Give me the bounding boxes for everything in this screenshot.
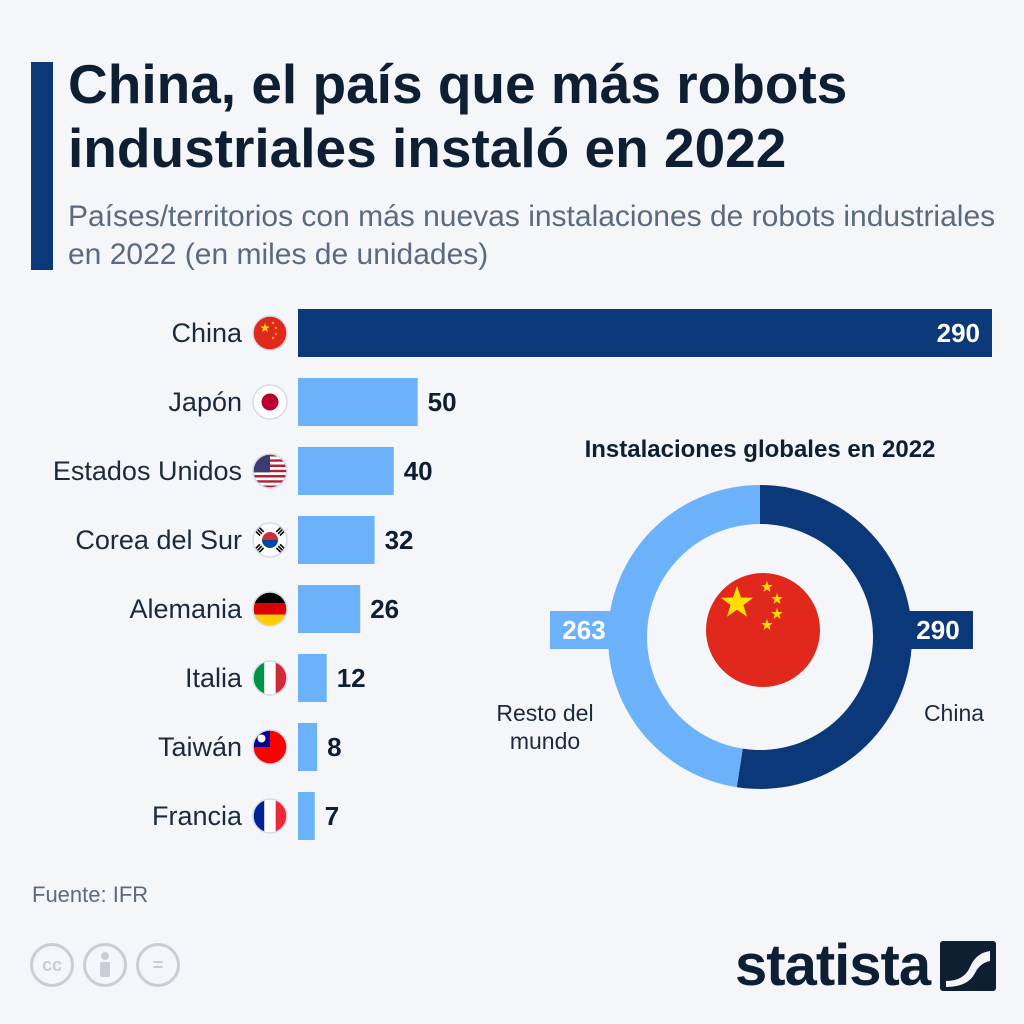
category-label: Taiwán [158,732,242,762]
rest-value-box: 263 [550,611,618,649]
bar-row: Francia 7 [152,792,339,840]
value-label: 12 [337,663,366,693]
logo-text: statista [735,933,931,998]
bar-row: Japón 50 [168,378,457,426]
category-label: Alemania [129,594,243,624]
donut-slice [608,484,760,788]
bar [298,654,327,702]
page-subtitle: Países/territorios con más nuevas instal… [68,200,996,271]
bar [298,378,418,426]
bar [298,723,318,771]
license-icons: cc = [30,943,180,987]
value-label: 290 [937,318,980,348]
category-label: Italia [185,663,243,693]
china-flag-icon [706,573,820,687]
bar-row: Alemania 26 [129,585,399,633]
svg-text:290: 290 [916,615,959,645]
statista-logo: statista [735,932,997,999]
donut-chart: Instalaciones globales en 2022 290 263 Chin… [496,436,984,789]
france-flag-icon [252,798,288,834]
south-korea-flag-icon [252,522,288,558]
bar-row: Estados Unidos 40 [53,447,433,495]
japan-flag-icon [252,384,288,420]
taiwan-flag-icon [252,729,288,765]
source-note: Fuente: IFR [32,882,149,907]
statista-logo-icon [940,940,997,991]
cc-icon: cc [30,943,74,987]
usa-flag-icon [252,453,288,489]
bar-row: Italia 12 [185,654,366,702]
title-accent-bar [31,62,53,270]
bar [298,516,375,564]
category-label: Corea del Sur [75,525,242,555]
person-icon [83,943,127,987]
china-value-box: 290 [903,611,973,649]
bar-row: Taiwán 8 [158,723,342,771]
bar-row: Corea del Sur 32 [75,516,414,564]
value-label: 50 [428,387,457,417]
bar [298,792,315,840]
category-label: Estados Unidos [53,456,242,486]
bar-row: China 290 [171,309,992,357]
category-label: Japón [168,387,242,417]
page-title: China, el país que más robots industrial… [68,53,848,179]
chart-area: China 290 Japón 50 Estados Unidos 40 Corea del… [53,309,992,840]
donut-title: Instalaciones globales en 2022 [585,436,936,463]
bar [298,447,394,495]
value-label: 7 [325,801,339,831]
bar [298,585,361,633]
equal-icon: = [136,943,180,987]
slice-label: China [924,700,984,726]
italy-flag-icon [252,660,288,696]
svg-text:263: 263 [562,615,605,645]
value-label: 32 [385,525,414,555]
category-label: China [171,318,243,348]
value-label: 26 [370,594,399,624]
donut-slice [736,485,913,789]
slice-label: Resto del mundo [496,700,593,754]
bar [298,309,992,357]
bar-chart: China 290 Japón 50 Estados Unidos 40 Corea del… [53,309,992,840]
category-label: Francia [152,801,243,831]
value-label: 40 [404,456,433,486]
germany-flag-icon [252,591,288,627]
china-flag-icon [252,315,288,351]
value-label: 8 [327,732,341,762]
